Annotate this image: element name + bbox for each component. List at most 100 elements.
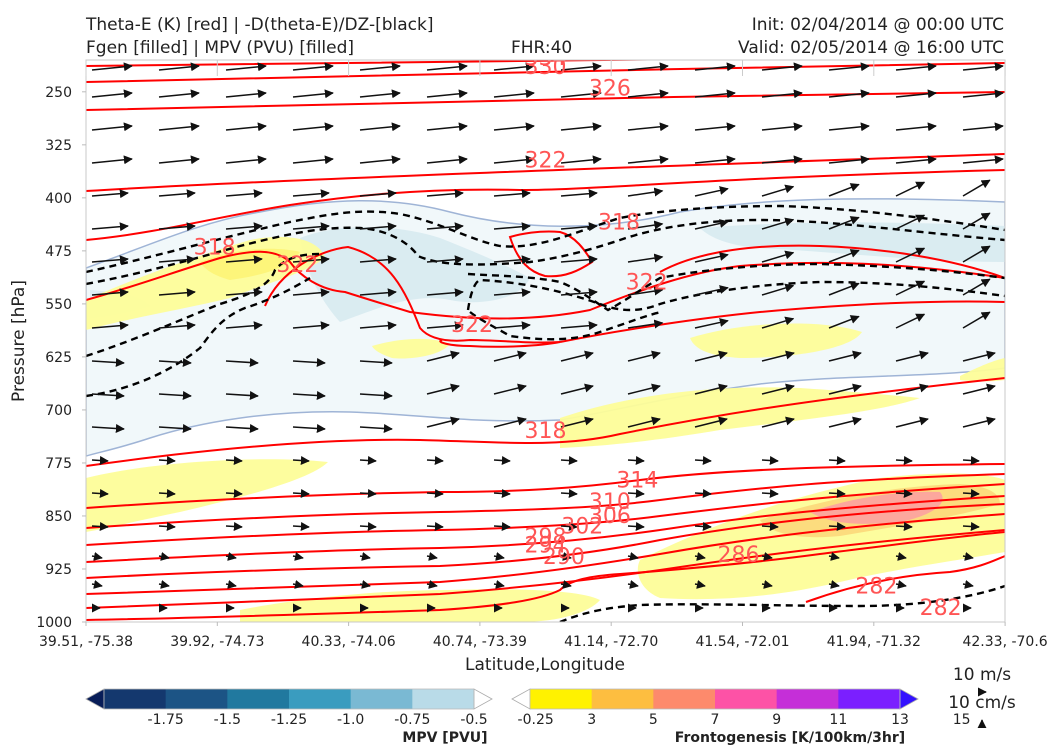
wind-vector <box>560 416 594 428</box>
wind-vector <box>694 416 728 428</box>
wind-vector <box>359 489 377 498</box>
wind-vector <box>426 155 468 165</box>
colorbar-swatch <box>838 689 901 709</box>
wind-vector <box>895 456 913 465</box>
wind-vector <box>225 579 237 589</box>
wind-vector <box>694 551 706 561</box>
wind-vector <box>225 522 243 531</box>
wind-vector <box>627 489 645 498</box>
wind-vector <box>828 456 846 465</box>
wind-vector <box>694 89 736 99</box>
theta-e-label: 282 <box>920 596 962 621</box>
wind-vector <box>761 89 803 99</box>
y-tick-label: 550 <box>45 297 72 313</box>
wind-vector <box>627 155 669 165</box>
colorbar-extend-right <box>473 688 493 710</box>
wind-vector <box>560 489 578 498</box>
wind-vector <box>426 489 444 498</box>
wind-vector <box>426 288 464 298</box>
wind-vector <box>493 89 535 99</box>
y-tick-label: 625 <box>45 350 72 366</box>
colorbar-extend-left <box>85 688 105 710</box>
x-tick-label: 41.14, -72.70 <box>564 634 658 650</box>
wind-vector <box>426 122 468 132</box>
wind-vector <box>493 122 535 132</box>
wind-vector <box>359 522 377 531</box>
wind-vector <box>962 179 991 197</box>
wind-vector <box>828 89 870 99</box>
colorbar-tick-label: 15 <box>953 712 971 728</box>
colorbar-tick-label: -0.5 <box>460 712 487 728</box>
wind-vector <box>225 551 237 561</box>
wind-vector <box>761 122 803 132</box>
wind-vector <box>158 579 170 589</box>
theta-e-label: 326 <box>589 76 631 101</box>
wind-vector <box>158 255 196 265</box>
wind-vector <box>895 247 926 263</box>
wind-vector <box>493 350 527 362</box>
wind-vector <box>292 89 334 99</box>
wind-vector <box>895 89 937 99</box>
y-tick-label: 850 <box>45 509 72 525</box>
wind-vector <box>962 416 996 428</box>
wind-vector <box>91 551 103 561</box>
wind-vector <box>962 245 991 263</box>
wind-vector <box>627 62 669 72</box>
wind-vector <box>627 286 664 296</box>
wind-vector <box>493 155 535 165</box>
wind-vector <box>694 186 729 197</box>
wind-vector <box>359 288 397 298</box>
theta-e-label: 334 <box>525 46 567 71</box>
wind-vector <box>225 255 263 265</box>
wind-vector <box>493 416 527 428</box>
wind-vector <box>359 321 397 331</box>
wind-vector <box>627 319 664 329</box>
wind-vector <box>91 424 125 433</box>
wind-vector <box>225 189 263 199</box>
wind-vector <box>359 155 401 165</box>
fgen-region-3 <box>372 338 450 359</box>
colorbar-tick-label: 3 <box>587 712 596 728</box>
y-tick-label: 700 <box>45 403 72 419</box>
wind-vector <box>560 155 602 165</box>
wind-vector <box>426 255 464 265</box>
wind-vector <box>292 288 330 298</box>
wind-vector <box>962 579 974 589</box>
wind-vector <box>359 551 371 561</box>
wind-vector <box>426 222 464 232</box>
wind-vector <box>828 315 860 329</box>
colorbar-tick-label: 7 <box>711 712 720 728</box>
wind-vector <box>761 250 795 263</box>
wind-vector <box>828 282 860 296</box>
wind-vector <box>91 62 133 72</box>
wind-vector <box>91 288 129 298</box>
wind-vector <box>225 321 263 331</box>
wind-vector <box>761 155 803 165</box>
vector-key-label-2: 10 cm/s <box>948 693 1016 713</box>
wind-vector <box>828 216 860 230</box>
fgen-region-6 <box>86 459 328 532</box>
wind-vector <box>359 122 401 132</box>
wind-vector <box>225 62 267 72</box>
wind-vector <box>225 358 259 367</box>
wind-vector <box>627 383 661 395</box>
wind-vector <box>426 551 438 561</box>
wind-vector <box>91 391 125 400</box>
wind-vector <box>962 62 1004 72</box>
theta-e-label: 318 <box>525 419 567 444</box>
wind-vector <box>292 122 334 132</box>
colorbar-tick-label: 5 <box>649 712 658 728</box>
wind-vector <box>627 89 669 99</box>
wind-vector <box>694 252 729 263</box>
wind-vector <box>158 155 200 165</box>
x-axis-label: Latitude,Longitude <box>465 655 625 675</box>
wind-vector <box>962 383 996 395</box>
y-tick-label: 475 <box>45 244 72 260</box>
theta-e-label: 294 <box>525 534 567 559</box>
wind-vector <box>828 155 870 165</box>
mpv-colorbar-title: MPV [PVU] <box>402 730 487 746</box>
wind-vector <box>627 579 639 589</box>
colorbar-swatch <box>350 689 413 709</box>
